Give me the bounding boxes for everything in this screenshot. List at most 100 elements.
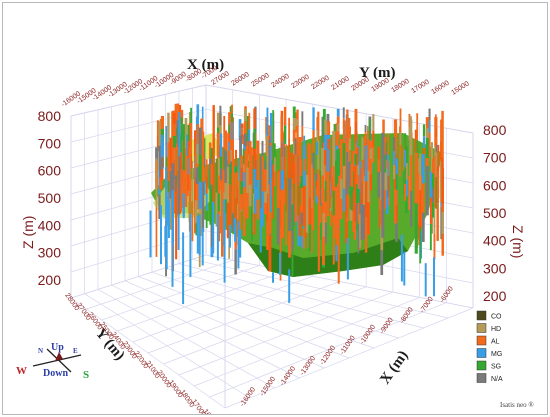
- drill-hole-segment: [428, 120, 431, 133]
- drill-hole-segment: [336, 116, 340, 124]
- drill-hole-segment: [177, 213, 180, 250]
- drill-hole-segment: [231, 130, 233, 140]
- drill-hole-segment: [182, 195, 185, 219]
- drill-hole-segment: [254, 187, 257, 214]
- drill-hole-segment: [291, 251, 294, 277]
- drill-hole-segment: [178, 112, 181, 157]
- drill-hole-segment: [276, 208, 280, 245]
- drill-hole-segment: [350, 186, 353, 211]
- y-tick-label-top: 23000: [290, 74, 310, 90]
- drill-hole-segment: [194, 154, 198, 178]
- drill-hole-segment: [315, 181, 318, 189]
- drill-hole-segment: [386, 190, 389, 214]
- drill-hole-segment: [307, 143, 310, 179]
- drill-hole-segment: [210, 164, 213, 185]
- drill-hole-segment: [288, 231, 292, 258]
- drill-hole-segment: [273, 171, 276, 186]
- drill-hole-segment: [160, 169, 164, 181]
- drill-hole-segment: [237, 221, 240, 269]
- drill-hole-segment: [308, 170, 312, 198]
- drill-hole-segment: [393, 151, 396, 166]
- drill-hole-segment: [248, 162, 252, 185]
- drill-hole-segment: [388, 191, 390, 206]
- drill-hole-segment: [352, 191, 355, 212]
- drill-hole-segment: [422, 136, 426, 148]
- drill-hole-segment: [201, 131, 205, 182]
- drill-hole-segment: [155, 157, 158, 208]
- drill-hole-segment: [405, 179, 408, 197]
- drill-hole-segment: [268, 167, 272, 190]
- drill-hole-segment: [158, 145, 161, 171]
- y-tick-label-top: 25000: [250, 72, 270, 88]
- drill-hole-segment: [270, 113, 273, 145]
- drill-hole-segment: [198, 127, 202, 155]
- drill-hole-segment: [268, 125, 271, 131]
- drill-hole-segment: [216, 112, 221, 128]
- lithology-legend: CO HD AL MG SG N/A: [476, 310, 503, 383]
- drill-hole-segment: [347, 150, 351, 162]
- drill-hole-segment: [210, 184, 213, 206]
- drill-hole-segment: [432, 202, 434, 218]
- drill-hole-segment: [272, 272, 274, 283]
- drill-hole-segment: [180, 190, 182, 212]
- drill-hole-segment: [226, 202, 230, 239]
- drill-hole-segment: [417, 222, 420, 240]
- drill-hole-segment: [188, 150, 191, 192]
- z-tick-label-left: 700: [38, 135, 62, 151]
- drill-hole-segment: [160, 157, 164, 170]
- drill-hole-segment: [174, 103, 178, 128]
- drill-hole-segment: [315, 173, 318, 181]
- drill-hole-segment: [332, 166, 335, 191]
- drill-hole-segment: [428, 132, 431, 145]
- drill-hole-segment: [288, 269, 291, 303]
- drill-hole-segment: [231, 211, 234, 232]
- drill-hole-segment: [228, 124, 230, 134]
- drill-hole-segment: [228, 163, 232, 185]
- drill-hole-segment: [335, 186, 337, 213]
- drill-hole-segment: [246, 141, 249, 168]
- z-tick-label-left: 300: [38, 245, 62, 261]
- drill-hole-segment: [263, 202, 267, 214]
- drill-hole-segment: [182, 170, 185, 194]
- floor-gridline: [151, 271, 374, 349]
- y-axis-title-top: Y (m): [359, 65, 396, 81]
- drill-hole-segment: [251, 155, 254, 175]
- drill-hole-segment: [332, 153, 336, 177]
- drill-hole-segment: [399, 151, 401, 177]
- drill-hole-segment: [332, 240, 335, 265]
- drill-hole-segment: [246, 193, 249, 219]
- drill-hole-segment: [294, 199, 298, 222]
- legend-swatch: [476, 335, 487, 346]
- drill-hole-segment: [165, 166, 167, 222]
- drill-hole-segment: [429, 171, 432, 198]
- compass-down-label: Down: [43, 368, 68, 379]
- drill-hole-segment: [267, 184, 270, 230]
- drill-hole-segment: [317, 198, 320, 223]
- drill-hole-segment: [198, 154, 202, 182]
- drill-hole-segment: [337, 229, 340, 284]
- drill-hole-segment: [369, 158, 372, 175]
- drill-hole-segment: [196, 104, 200, 125]
- drill-hole-segment: [182, 147, 185, 171]
- drill-hole-segment: [421, 183, 425, 213]
- drill-hole-segment: [381, 185, 385, 238]
- drill-hole-segment: [191, 201, 194, 242]
- drill-hole-segment: [253, 148, 256, 169]
- drill-hole-segment: [253, 168, 256, 189]
- drill-hole-segment: [279, 227, 282, 254]
- drill-hole-segment: [393, 154, 398, 189]
- drill-hole-segment: [243, 150, 247, 184]
- drill-hole-segment: [285, 178, 288, 212]
- drill-hole-segment: [230, 150, 232, 162]
- drill-hole-segment: [319, 205, 322, 223]
- drill-hole-segment: [215, 158, 218, 193]
- drill-hole-segment: [253, 128, 256, 149]
- drill-hole-segment: [182, 232, 185, 305]
- drill-hole-segment: [310, 208, 313, 253]
- drill-hole-segment: [232, 117, 234, 166]
- drill-hole-segment: [435, 177, 437, 209]
- drill-hole-segment: [279, 200, 282, 228]
- drill-hole-segment: [159, 177, 162, 190]
- drill-hole-segment: [219, 156, 223, 169]
- drill-hole-segment: [231, 104, 233, 114]
